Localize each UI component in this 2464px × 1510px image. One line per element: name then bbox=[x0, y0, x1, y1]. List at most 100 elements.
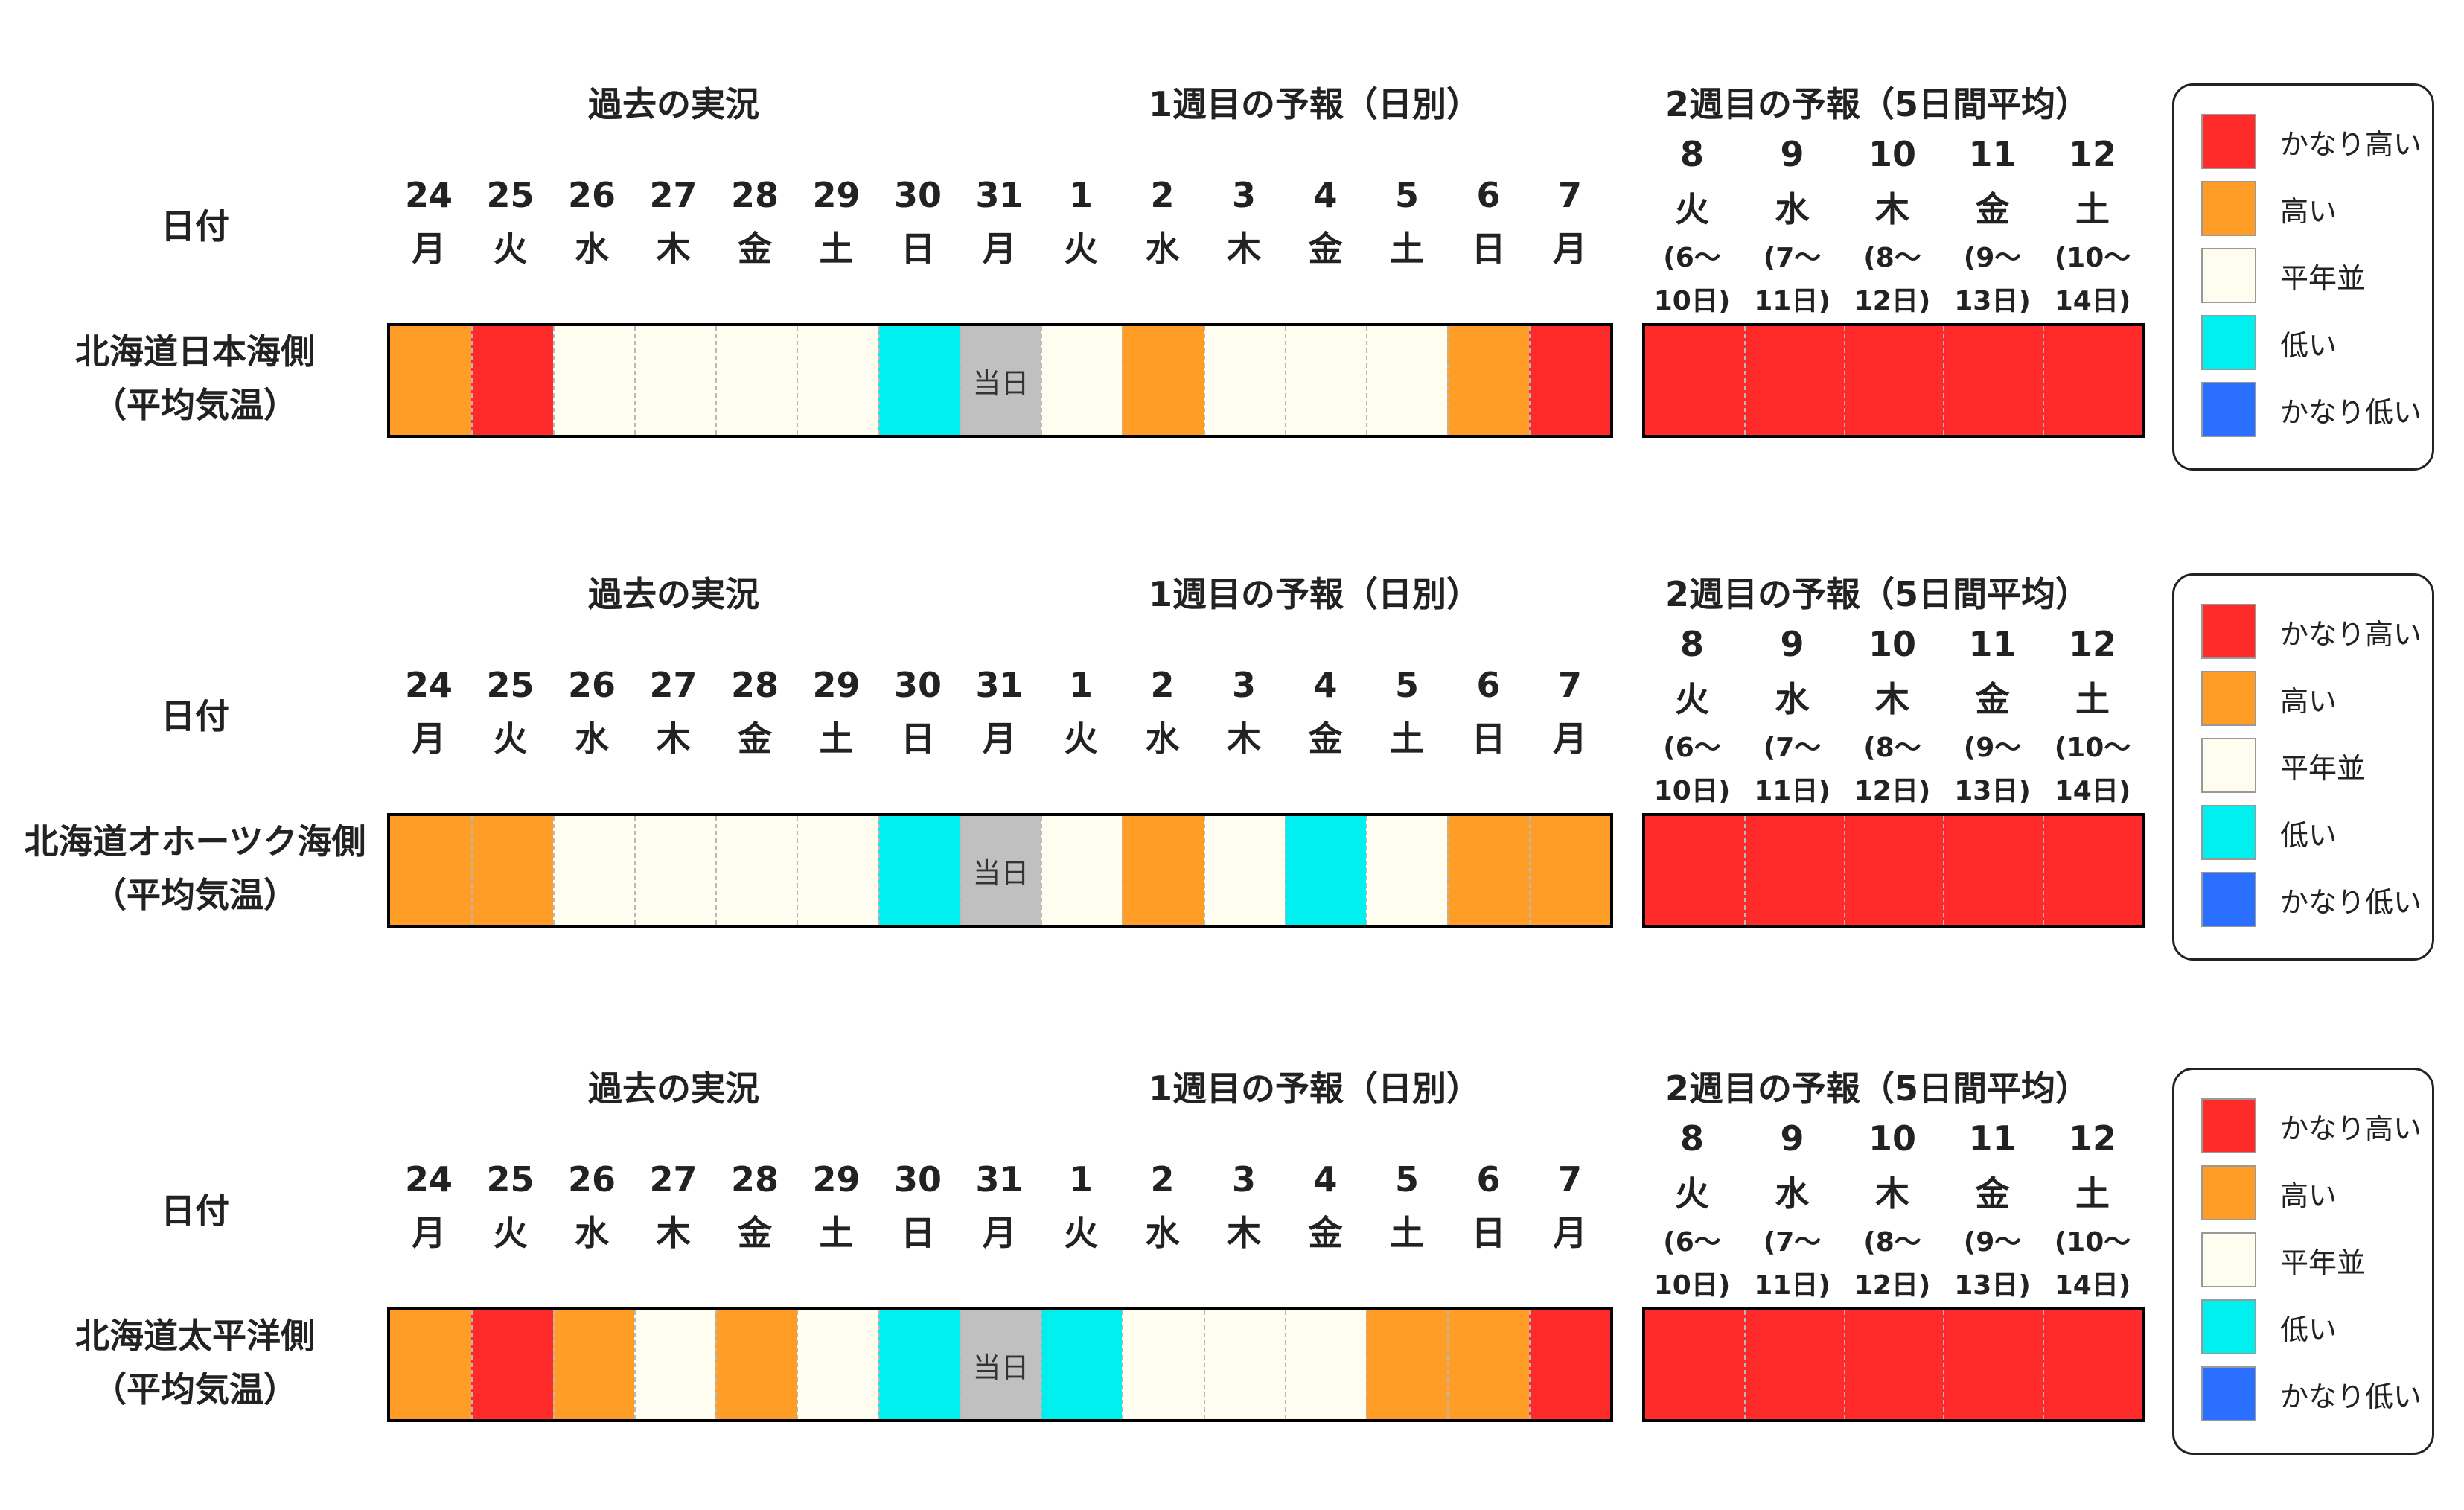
week2-bar bbox=[1642, 1307, 2145, 1422]
week2-cell bbox=[1943, 816, 2043, 925]
day-number: 25 bbox=[486, 1159, 534, 1200]
day-cell bbox=[878, 816, 960, 925]
legend-item: 低い bbox=[2201, 1298, 2337, 1356]
week2-day-number: 12 bbox=[2068, 1118, 2116, 1159]
day-cell bbox=[390, 326, 472, 435]
week2-range-end: 10日) bbox=[1653, 776, 1731, 806]
day-weekday: 月 bbox=[412, 719, 446, 759]
week2-column: 10 木 (8～ 12日) bbox=[1842, 127, 1942, 323]
region-label: 北海道日本海側 （平均気温） bbox=[1, 325, 389, 432]
day-cell bbox=[1041, 816, 1123, 925]
legend-item: 高い bbox=[2201, 669, 2337, 727]
day-number: 29 bbox=[812, 665, 861, 705]
week2-cell bbox=[1943, 326, 2043, 435]
day-number: 27 bbox=[649, 175, 698, 215]
week2-column: 8 火 (6～ 10日) bbox=[1642, 1111, 1742, 1307]
day-weekday: 金 bbox=[738, 229, 772, 269]
daily-bar: 当日 bbox=[387, 1307, 1613, 1422]
region-panel: 過去の実況 1週目の予報（日別） 2週目の予報（5日間平均） 日付 北海道日本海側 （平均… bbox=[0, 3, 2464, 480]
week2-weekday: 水 bbox=[1775, 679, 1810, 719]
legend-label: 平年並 bbox=[2280, 751, 2366, 785]
week2-day-number: 8 bbox=[1679, 134, 1704, 174]
week2-range-end: 12日) bbox=[1854, 776, 1931, 806]
day-number: 4 bbox=[1313, 665, 1338, 705]
week2-day-number: 11 bbox=[1968, 1118, 2017, 1159]
day-number: 25 bbox=[486, 175, 534, 215]
legend-label: 平年並 bbox=[2280, 261, 2366, 295]
week2-day-number: 8 bbox=[1679, 1118, 1704, 1159]
day-cell bbox=[1447, 816, 1529, 925]
legend-swatch bbox=[2201, 738, 2256, 793]
day-number: 27 bbox=[649, 1159, 698, 1200]
week2-range-end: 11日) bbox=[1754, 776, 1831, 806]
week2-range-start: (6～ bbox=[1663, 1227, 1721, 1258]
week2-weekday: 火 bbox=[1675, 679, 1709, 719]
day-weekday: 水 bbox=[575, 229, 609, 269]
day-weekday: 月 bbox=[982, 1213, 1017, 1253]
day-number: 28 bbox=[730, 1159, 779, 1200]
legend-item: 平年並 bbox=[2201, 736, 2365, 794]
week2-column: 11 金 (9～ 13日) bbox=[1943, 617, 2043, 813]
week2-cell bbox=[2042, 326, 2142, 435]
legend-label: かなり高い bbox=[2280, 1112, 2422, 1145]
legend-label: かなり低い bbox=[2280, 1380, 2422, 1413]
day-cell bbox=[1366, 1310, 1448, 1419]
day-cell bbox=[471, 326, 553, 435]
legend-item: かなり高い bbox=[2201, 112, 2422, 171]
day-cell bbox=[1528, 326, 1610, 435]
day-cell bbox=[1284, 326, 1367, 435]
day-cell bbox=[878, 1310, 960, 1419]
week2-weekday: 土 bbox=[2075, 679, 2110, 719]
day-number: 3 bbox=[1231, 665, 1256, 705]
day-column: 30 日 bbox=[877, 1153, 959, 1260]
week2-range-end: 10日) bbox=[1653, 1270, 1731, 1301]
week2-cell bbox=[1645, 816, 1745, 925]
day-weekday: 火 bbox=[1064, 229, 1098, 269]
day-number: 31 bbox=[975, 175, 1024, 215]
day-number: 26 bbox=[567, 175, 616, 215]
day-cell bbox=[471, 1310, 553, 1419]
week2-range-end: 10日) bbox=[1653, 286, 1731, 316]
week2-range-end: 12日) bbox=[1854, 286, 1931, 316]
legend-swatch bbox=[2201, 671, 2256, 726]
week2-bar bbox=[1642, 813, 2145, 928]
week2-weekday: 金 bbox=[1975, 679, 2010, 719]
week2-day-number: 11 bbox=[1968, 624, 2017, 664]
day-weekday: 月 bbox=[412, 1213, 446, 1253]
region-subtitle: （平均気温） bbox=[92, 385, 298, 425]
week2-column: 11 金 (9～ 13日) bbox=[1943, 1111, 2043, 1307]
legend: かなり高い 高い 平年並 低い かなり低い bbox=[2172, 1068, 2434, 1455]
day-cell bbox=[390, 1310, 472, 1419]
day-column: 31 月 bbox=[959, 168, 1041, 275]
day-weekday: 火 bbox=[1064, 1213, 1098, 1253]
day-cell bbox=[552, 816, 634, 925]
day-cell bbox=[715, 326, 797, 435]
day-column: 26 水 bbox=[551, 168, 633, 275]
day-weekday: 日 bbox=[1471, 1213, 1506, 1253]
day-number: 6 bbox=[1476, 665, 1501, 705]
week2-cell bbox=[1744, 1310, 1844, 1419]
day-number: 7 bbox=[1557, 1159, 1582, 1200]
legend-swatch bbox=[2201, 181, 2256, 236]
week2-column: 10 木 (8～ 12日) bbox=[1842, 617, 1942, 813]
day-number: 1 bbox=[1068, 1159, 1093, 1200]
day-weekday: 火 bbox=[1064, 719, 1098, 759]
day-weekday: 土 bbox=[819, 719, 854, 759]
day-number: 4 bbox=[1313, 1159, 1338, 1200]
legend-item: かなり高い bbox=[2201, 1097, 2422, 1155]
day-cell bbox=[1122, 326, 1204, 435]
day-weekday: 木 bbox=[1227, 719, 1261, 759]
legend-swatch bbox=[2201, 114, 2256, 169]
day-cell bbox=[715, 816, 797, 925]
week2-column: 12 土 (10～ 14日) bbox=[2043, 1111, 2142, 1307]
week2-range-start: (9～ bbox=[1963, 733, 2022, 763]
legend: かなり高い 高い 平年並 低い かなり低い bbox=[2172, 83, 2434, 471]
week2-cell bbox=[1744, 326, 1844, 435]
week2-cell bbox=[1645, 326, 1745, 435]
